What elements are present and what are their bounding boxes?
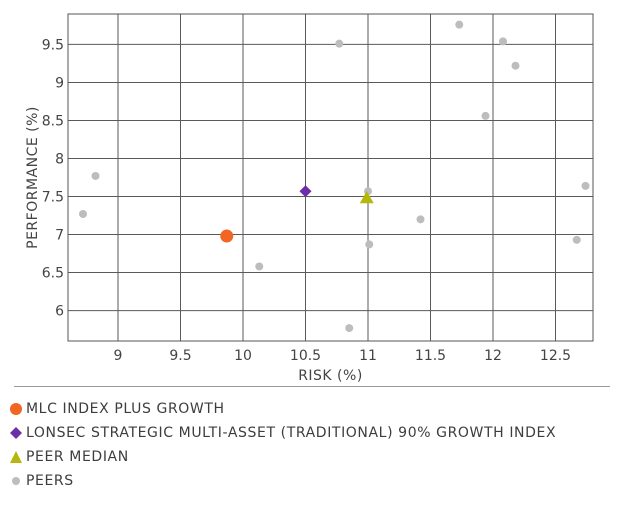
peer-median-point <box>359 191 374 204</box>
peer-point <box>255 262 264 271</box>
lonsec-index-point <box>299 185 312 198</box>
legend-item-peers: PEERS <box>8 469 608 493</box>
purple-diamond-icon <box>8 421 24 445</box>
x-tick-label: 12.5 <box>540 348 571 364</box>
peer-point <box>79 210 87 219</box>
y-tick-label: 7.5 <box>42 190 64 206</box>
peer-point <box>416 215 425 224</box>
peer-point <box>581 181 590 190</box>
grid-lines <box>68 14 593 341</box>
legend-divider <box>14 386 610 387</box>
peer-point <box>345 324 354 333</box>
peer-point <box>572 235 581 244</box>
x-tick-label: 9.5 <box>169 348 191 364</box>
y-tick-label: 7 <box>55 228 64 244</box>
legend-item-lonsec: LONSEC STRATEGIC MULTI-ASSET (TRADITIONA… <box>8 421 608 445</box>
x-tick-label: 11 <box>359 348 377 364</box>
y-tick-label: 8.5 <box>42 113 64 129</box>
legend-label: PEER MEDIAN <box>26 449 129 465</box>
peer-point <box>455 20 464 29</box>
peer-point <box>335 39 344 48</box>
x-axis-label: RISK (%) <box>298 368 363 384</box>
orange-circle-icon <box>8 397 24 421</box>
x-tick-label: 10 <box>234 348 252 364</box>
plot-area-border <box>67 13 594 342</box>
peer-point <box>481 111 490 120</box>
x-axis-ticks: 9 9.5 10 10.5 11 11.5 12 12.5 <box>114 348 572 364</box>
x-tick-label: 11.5 <box>415 348 446 364</box>
data-points <box>79 20 590 333</box>
legend-item-peer-median: PEER MEDIAN <box>8 445 608 469</box>
legend-item-mlc: MLC INDEX PLUS GROWTH <box>8 397 608 421</box>
y-axis-label: PERFORMANCE (%) <box>25 106 41 249</box>
peer-point <box>511 61 520 70</box>
scatter-chart: 9 9.5 10 10.5 11 11.5 12 12.5 66.577.588.599.5 … <box>25 13 594 384</box>
y-tick-label: 6.5 <box>42 266 64 282</box>
grey-dot-icon <box>8 469 24 493</box>
y-tick-label: 6 <box>55 304 64 320</box>
legend-label: PEERS <box>26 473 74 489</box>
x-tick-label: 9 <box>114 348 123 364</box>
legend-label: LONSEC STRATEGIC MULTI-ASSET (TRADITIONA… <box>26 425 557 441</box>
mlc-index-plus-growth-point <box>220 229 234 243</box>
x-tick-label: 12 <box>484 348 502 364</box>
legend-label: MLC INDEX PLUS GROWTH <box>26 401 225 417</box>
y-tick-label: 9.5 <box>42 37 64 53</box>
green-triangle-icon <box>8 445 24 469</box>
y-tick-label: 9 <box>55 75 64 91</box>
y-axis-ticks: 6 6.5 7 7.5 8 8.5 9 9.5 <box>42 37 64 319</box>
peer-point <box>91 171 100 180</box>
peer-point <box>499 37 507 46</box>
y-tick-label: 8 <box>55 151 64 167</box>
legend: MLC INDEX PLUS GROWTH LONSEC STRATEGIC M… <box>8 397 608 493</box>
x-tick-label: 10.5 <box>290 348 321 364</box>
peer-point <box>365 240 374 249</box>
